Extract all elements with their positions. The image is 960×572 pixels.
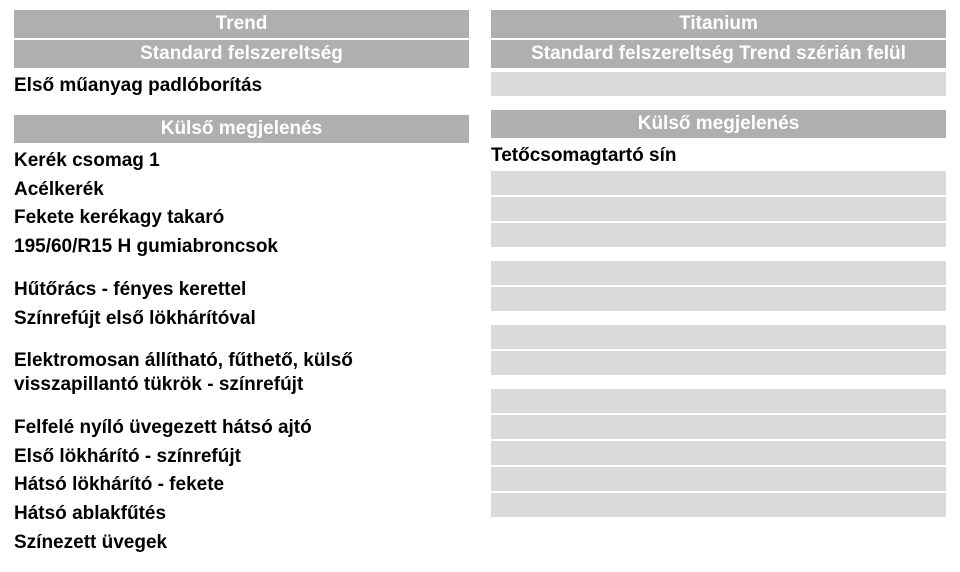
left-group-2: Hűtőrács - fényes kerettel Színrefújt el… [14, 276, 469, 334]
left-item: Hátsó lökhárító - fekete [14, 471, 469, 500]
right-section-header: Külső megjelenés [491, 110, 946, 138]
right-spacer [491, 467, 946, 491]
left-item: Fekete kerékagy takaró [14, 204, 469, 233]
right-spacer [491, 261, 946, 285]
left-item: Első lökhárító - színrefújt [14, 443, 469, 472]
right-spacer [491, 197, 946, 221]
right-spacer [491, 389, 946, 413]
right-spacer-group-3 [491, 325, 946, 375]
left-item: Hűtőrács - fényes kerettel [14, 276, 469, 305]
right-spacer [491, 493, 946, 517]
left-item: Elektromosan állítható, fűthető, külső v… [14, 347, 469, 400]
left-item: 195/60/R15 H gumiabroncsok [14, 233, 469, 262]
left-item: Hátsó ablakfűtés [14, 500, 469, 529]
left-group-0: Első műanyag padlóborítás [14, 72, 469, 101]
right-spacer [491, 72, 946, 96]
right-spacer [491, 287, 946, 311]
right-spacer-group-4 [491, 389, 946, 517]
right-spacer [491, 351, 946, 375]
left-item: Acélkerék [14, 176, 469, 205]
left-group-4: Felfelé nyíló üvegezett hátsó ajtó Első … [14, 414, 469, 558]
left-title: Trend [14, 10, 469, 38]
right-column: Titanium Standard felszereltség Trend sz… [491, 10, 946, 572]
left-item: Első műanyag padlóborítás [14, 72, 469, 101]
right-subtitle: Standard felszereltség Trend szérián fel… [491, 40, 946, 68]
left-item: Felfelé nyíló üvegezett hátsó ajtó [14, 414, 469, 443]
right-spacer [491, 441, 946, 465]
left-column: Trend Standard felszereltség Első műanya… [14, 10, 469, 572]
left-item: Színezett üvegek [14, 529, 469, 558]
right-group-0: Külső megjelenés Tetőcsomagtartó sín [491, 110, 946, 247]
left-group-1: Külső megjelenés Kerék csomag 1 Acélkeré… [14, 115, 469, 262]
left-item: Színrefújt első lökhárítóval [14, 305, 469, 334]
left-section-header: Külső megjelenés [14, 115, 469, 143]
right-item: Tetőcsomagtartó sín [491, 142, 946, 171]
right-spacer [491, 325, 946, 349]
right-title: Titanium [491, 10, 946, 38]
left-group-3: Elektromosan állítható, fűthető, külső v… [14, 347, 469, 400]
right-spacer [491, 415, 946, 439]
right-spacer [491, 223, 946, 247]
left-item: Kerék csomag 1 [14, 147, 469, 176]
right-spacer [491, 171, 946, 195]
left-subtitle: Standard felszereltség [14, 40, 469, 68]
right-spacer-group-0 [491, 72, 946, 96]
right-spacer-group-2 [491, 261, 946, 311]
comparison-table: Trend Standard felszereltség Első műanya… [14, 10, 946, 572]
